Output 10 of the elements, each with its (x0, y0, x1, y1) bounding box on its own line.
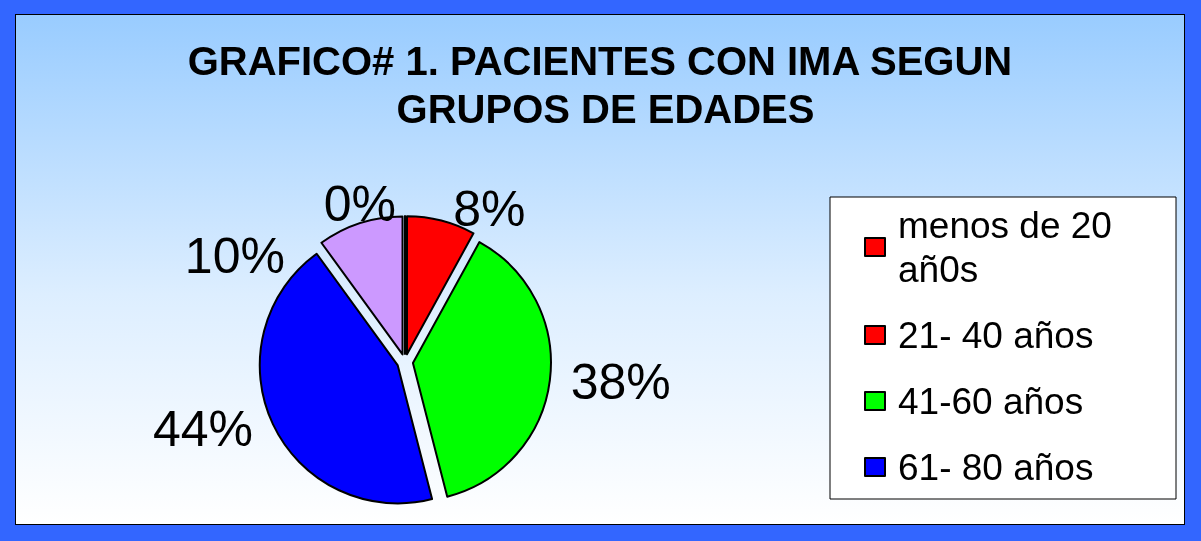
data-label: 8% (453, 180, 526, 237)
legend-label: 21- 40 años (898, 314, 1094, 356)
legend-label: 41-60 años (898, 380, 1084, 422)
legend-label: 61- 80 años (898, 446, 1094, 488)
legend-label: menos de 20 añ0s (898, 204, 1123, 290)
data-label: 10% (184, 228, 285, 285)
text: 0% (323, 176, 396, 232)
data-label: 44% (152, 401, 254, 458)
data-label: 38% (570, 353, 671, 410)
chart-title: GRAFICO# 1. PACIENTES CON IMA SEGUN GRUPOS DE EDADES (187, 39, 1024, 131)
